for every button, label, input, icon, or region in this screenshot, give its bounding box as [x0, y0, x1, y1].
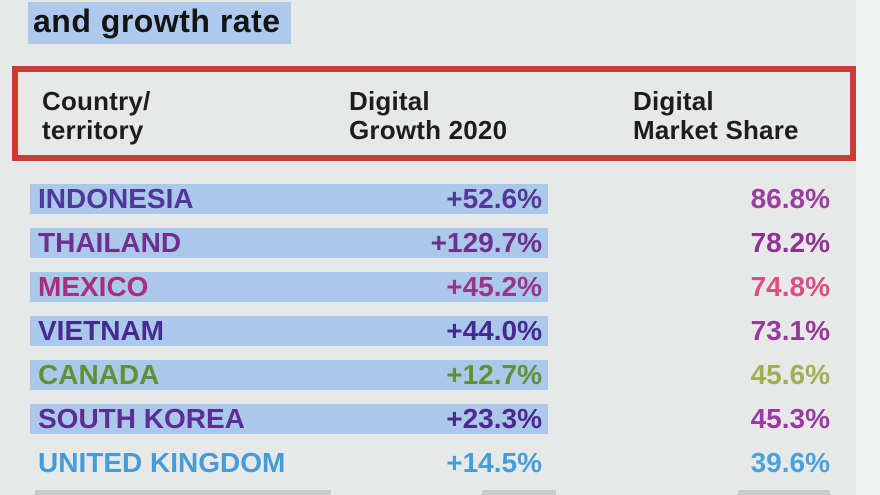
table-row: SOUTH KOREA +23.3% 45.3%	[0, 404, 880, 448]
table-row: VIETNAM +44.0% 73.1%	[0, 316, 880, 360]
clipped-next-row-fragment	[482, 490, 556, 495]
row-highlight	[30, 184, 548, 214]
table-row: INDONESIA +52.6% 86.8%	[0, 184, 880, 228]
row-highlight	[30, 360, 548, 390]
share-value: 45.6%	[750, 359, 830, 390]
table-row: MEXICO +45.2% 74.8%	[0, 272, 880, 316]
clipped-next-row-fragment	[738, 490, 830, 495]
growth-value: +52.6%	[446, 183, 542, 214]
growth-value: +14.5%	[446, 447, 542, 478]
country-label: CANADA	[38, 359, 160, 390]
country-label: MEXICO	[38, 271, 149, 302]
header-growth-line2: Growth 2020	[349, 115, 508, 145]
header-box: Country/ territory Digital Growth 2020 D…	[12, 66, 856, 161]
share-value: 45.3%	[750, 403, 830, 434]
row-highlight	[30, 272, 548, 302]
header-country-line2: territory	[42, 115, 144, 145]
country-label: INDONESIA	[38, 183, 194, 214]
country-label: THAILAND	[38, 227, 182, 258]
growth-value: +44.0%	[446, 315, 542, 346]
page-title: and growth rate	[28, 2, 291, 44]
country-label: UNITED KINGDOM	[38, 447, 286, 478]
share-value: 78.2%	[750, 227, 830, 258]
header-cell-share: Digital Market Share	[633, 87, 799, 145]
share-value: 86.8%	[750, 183, 830, 214]
row-highlight	[30, 404, 548, 434]
growth-value: +23.3%	[446, 403, 542, 434]
row-highlight	[30, 316, 548, 346]
header-growth-line1: Digital	[349, 86, 430, 116]
share-value: 39.6%	[750, 447, 830, 478]
clipped-next-row-fragment	[35, 490, 331, 495]
title-highlight: and growth rate	[28, 2, 291, 44]
header-share-line2: Market Share	[633, 115, 799, 145]
right-edge-strip	[856, 0, 880, 495]
growth-value: +12.7%	[446, 359, 542, 390]
header-cell-growth: Digital Growth 2020	[349, 87, 507, 145]
table-row: THAILAND +129.7% 78.2%	[0, 228, 880, 272]
row-highlight	[30, 228, 548, 258]
table-rows: INDONESIA +52.6% 86.8% THAILAND +129.7% …	[0, 184, 880, 492]
growth-value: +129.7%	[430, 227, 542, 258]
header-country-line1: Country/	[42, 86, 151, 116]
table-row: CANADA +12.7% 45.6%	[0, 360, 880, 404]
country-label: VIETNAM	[38, 315, 164, 346]
country-label: SOUTH KOREA	[38, 403, 245, 434]
share-value: 73.1%	[750, 315, 830, 346]
header-share-line1: Digital	[633, 86, 714, 116]
share-value: 74.8%	[750, 271, 830, 302]
table-row: UNITED KINGDOM +14.5% 39.6%	[0, 448, 880, 492]
header-cell-country: Country/ territory	[42, 87, 150, 145]
growth-value: +45.2%	[446, 271, 542, 302]
